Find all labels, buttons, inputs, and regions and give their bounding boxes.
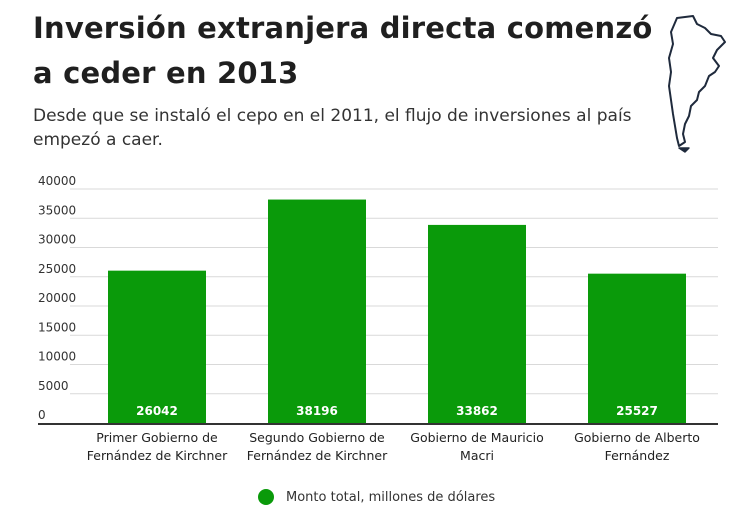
x-tick-label: Gobierno de Mauricio bbox=[410, 430, 543, 445]
legend: Monto total, millones de dólares bbox=[258, 487, 495, 507]
legend-label: Monto total, millones de dólares bbox=[286, 489, 496, 505]
x-tick-label: Fernández bbox=[605, 448, 670, 463]
bar bbox=[108, 270, 206, 423]
x-tick-label: Gobierno de Alberto bbox=[574, 430, 700, 445]
legend-marker bbox=[258, 489, 274, 505]
chart-title: Inversión extranjera directa comenzó a c… bbox=[33, 11, 653, 90]
argentina-map-icon bbox=[668, 15, 726, 153]
x-tick-label: Primer Gobierno de bbox=[96, 430, 218, 445]
x-tick-label: Fernández de Kirchner bbox=[247, 448, 388, 463]
bar bbox=[268, 199, 366, 423]
y-tick-label: 15000 bbox=[38, 320, 76, 334]
bar bbox=[428, 224, 526, 423]
y-tick-label: 5000 bbox=[38, 379, 69, 393]
chart-subtitle: Desde que se instaló el cepo en el 2011,… bbox=[33, 106, 632, 150]
x-tick-label: Macri bbox=[460, 448, 494, 463]
y-tick-label: 10000 bbox=[38, 350, 76, 364]
y-tick-label: 20000 bbox=[38, 291, 76, 305]
y-tick-label: 25000 bbox=[38, 262, 76, 276]
x-tick-label: Segundo Gobierno de bbox=[249, 430, 385, 445]
bar bbox=[588, 273, 686, 423]
data-label: 25527 bbox=[616, 404, 658, 418]
y-tick-label: 0 bbox=[38, 408, 46, 422]
y-tick-label: 30000 bbox=[38, 233, 76, 247]
data-label: 26042 bbox=[136, 404, 178, 418]
data-label: 38196 bbox=[296, 404, 338, 418]
data-label: 33862 bbox=[456, 404, 498, 418]
y-tick-label: 40000 bbox=[38, 174, 76, 188]
x-tick-label: Fernández de Kirchner bbox=[87, 448, 228, 463]
y-tick-label: 35000 bbox=[38, 203, 76, 217]
